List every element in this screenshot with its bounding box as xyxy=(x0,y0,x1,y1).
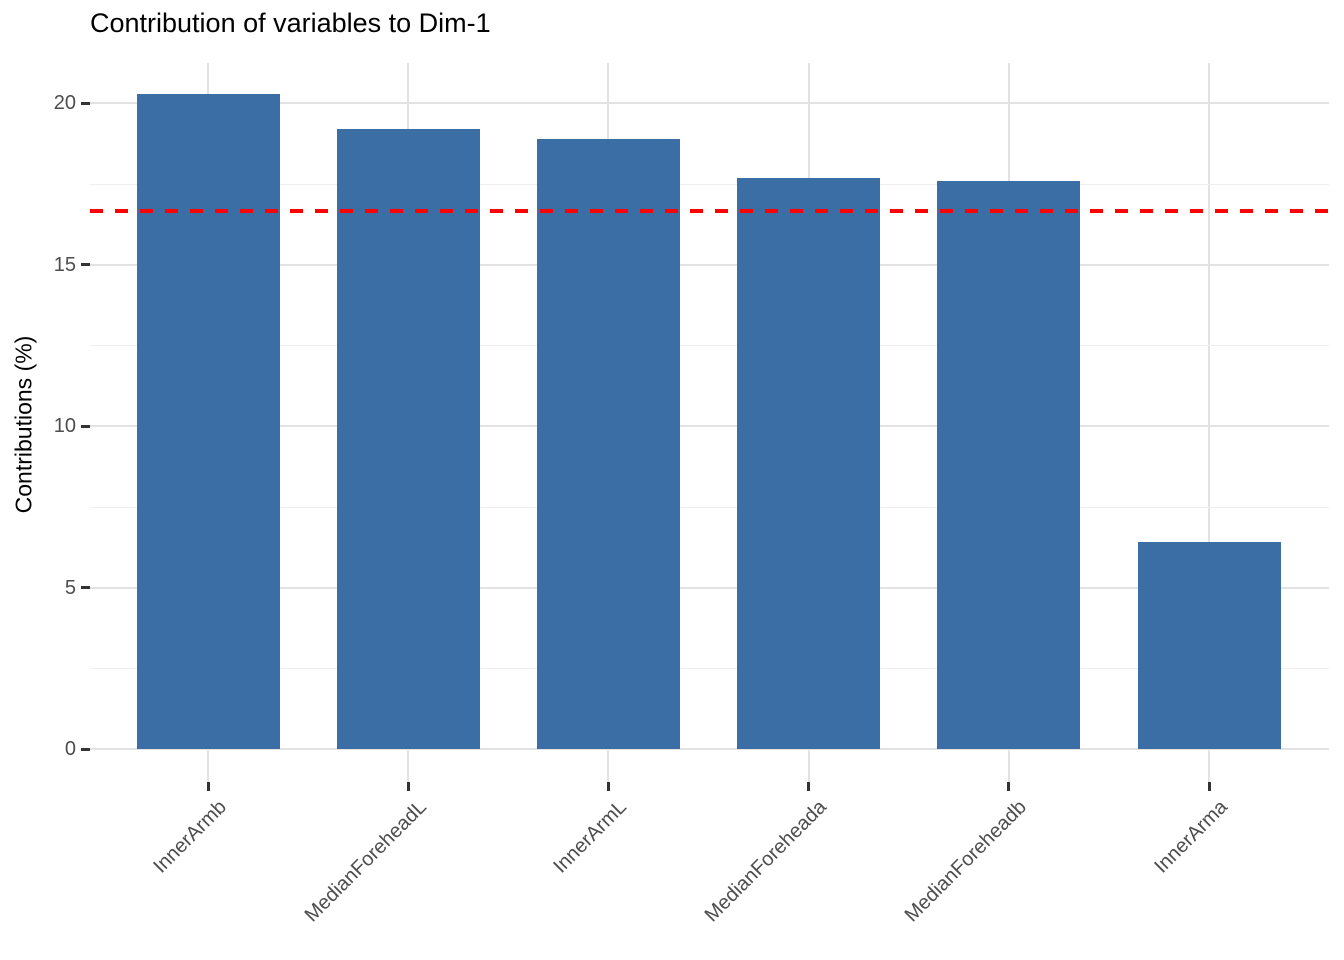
y-tick-label-10: 10 xyxy=(53,415,76,438)
gridline-major-10 xyxy=(90,425,1329,428)
y-tick-label-15: 15 xyxy=(53,253,76,276)
x-tick-label-MedianForeheada: MedianForeheada xyxy=(700,796,832,927)
gridline-vertical-InnerArma xyxy=(1208,63,1210,782)
bar-MedianForeheadb xyxy=(937,180,1081,750)
y-tick-mark-20 xyxy=(81,101,90,105)
x-tick-label-InnerArma: InnerArma xyxy=(1149,796,1232,878)
plot-panel xyxy=(90,63,1329,782)
gridline-minor-7.5 xyxy=(90,506,1329,508)
gridline-major-5 xyxy=(90,586,1329,589)
gridline-major-0 xyxy=(90,748,1329,751)
bar-MedianForeheadL xyxy=(336,129,480,750)
bar-InnerArmL xyxy=(536,138,680,750)
x-tick-label-MedianForeheadL: MedianForeheadL xyxy=(300,796,431,927)
gridline-minor-12.5 xyxy=(90,345,1329,347)
bar-InnerArmb xyxy=(136,93,280,750)
y-tick-label-0: 0 xyxy=(64,738,76,761)
y-tick-mark-0 xyxy=(81,747,90,751)
y-tick-mark-5 xyxy=(81,586,90,590)
y-tick-label-5: 5 xyxy=(64,576,76,599)
gridline-minor-17.5 xyxy=(90,184,1329,186)
gridline-minor-2.5 xyxy=(90,668,1329,670)
x-tick-label-MedianForeheadb: MedianForeheadb xyxy=(901,796,1032,927)
x-tick-label-InnerArmL: InnerArmL xyxy=(549,796,631,878)
x-tick-mark-MedianForeheada xyxy=(807,782,811,791)
x-tick-mark-MedianForeheadL xyxy=(406,782,410,791)
chart-title: Contribution of variables to Dim-1 xyxy=(90,8,491,38)
gridline-major-20 xyxy=(90,102,1329,105)
x-tick-label-InnerArmb: InnerArmb xyxy=(148,796,231,878)
y-tick-mark-10 xyxy=(81,424,90,428)
y-tick-mark-15 xyxy=(81,263,90,267)
x-tick-mark-MedianForeheadb xyxy=(1007,782,1011,791)
x-tick-mark-InnerArmb xyxy=(206,782,210,791)
gridline-major-15 xyxy=(90,263,1329,266)
x-tick-mark-InnerArma xyxy=(1207,782,1211,791)
reference-line xyxy=(90,208,1329,213)
bar-InnerArma xyxy=(1137,542,1281,750)
x-tick-mark-InnerArmL xyxy=(606,782,610,791)
y-tick-label-20: 20 xyxy=(53,92,76,115)
bar-MedianForeheada xyxy=(737,177,881,750)
